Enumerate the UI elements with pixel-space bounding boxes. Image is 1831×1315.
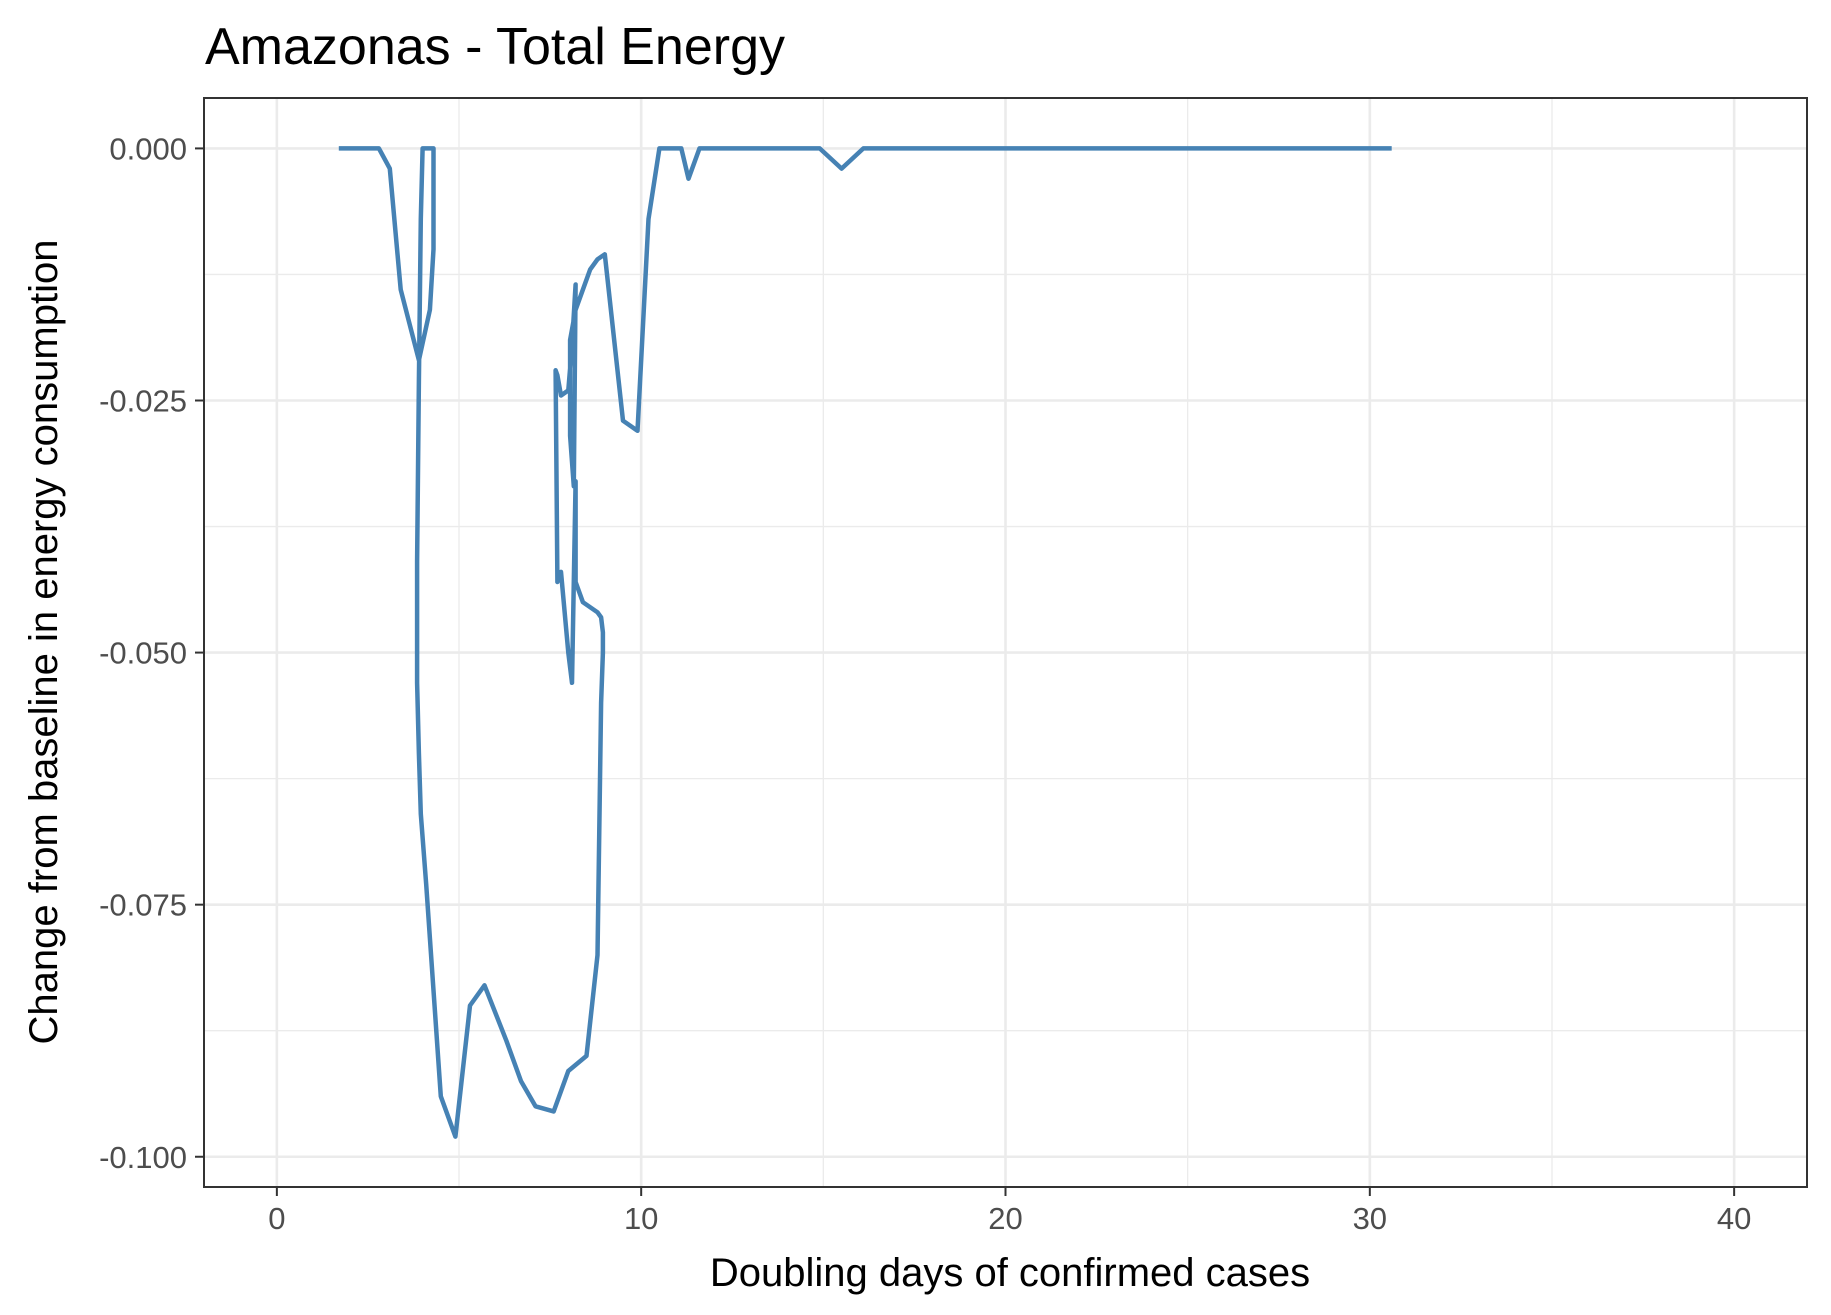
y-tick-label: -0.100 — [99, 1140, 187, 1175]
x-tick-label: 20 — [988, 1201, 1022, 1236]
y-tick-label: -0.050 — [99, 636, 187, 671]
x-tick-label: 40 — [1717, 1201, 1751, 1236]
chart-title: Amazonas - Total Energy — [205, 18, 785, 76]
series-line — [338, 146, 1392, 1139]
x-tick-label: 10 — [624, 1201, 658, 1236]
x-tick-label: 30 — [1353, 1201, 1387, 1236]
x-axis-title: Doubling days of confirmed cases — [710, 1251, 1310, 1295]
y-tick-label: -0.025 — [99, 384, 187, 419]
x-tick-label: 0 — [268, 1201, 285, 1236]
y-axis-title: Change from baseline in energy consumpti… — [22, 240, 66, 1045]
y-tick-label: -0.075 — [99, 888, 187, 923]
x-axis: 0 10 20 30 40 — [268, 1187, 1751, 1236]
plot-panel — [203, 97, 1808, 1188]
y-tick-label: 0.000 — [109, 131, 187, 166]
y-axis: 0.000 -0.025 -0.050 -0.075 -0.100 — [99, 131, 204, 1175]
